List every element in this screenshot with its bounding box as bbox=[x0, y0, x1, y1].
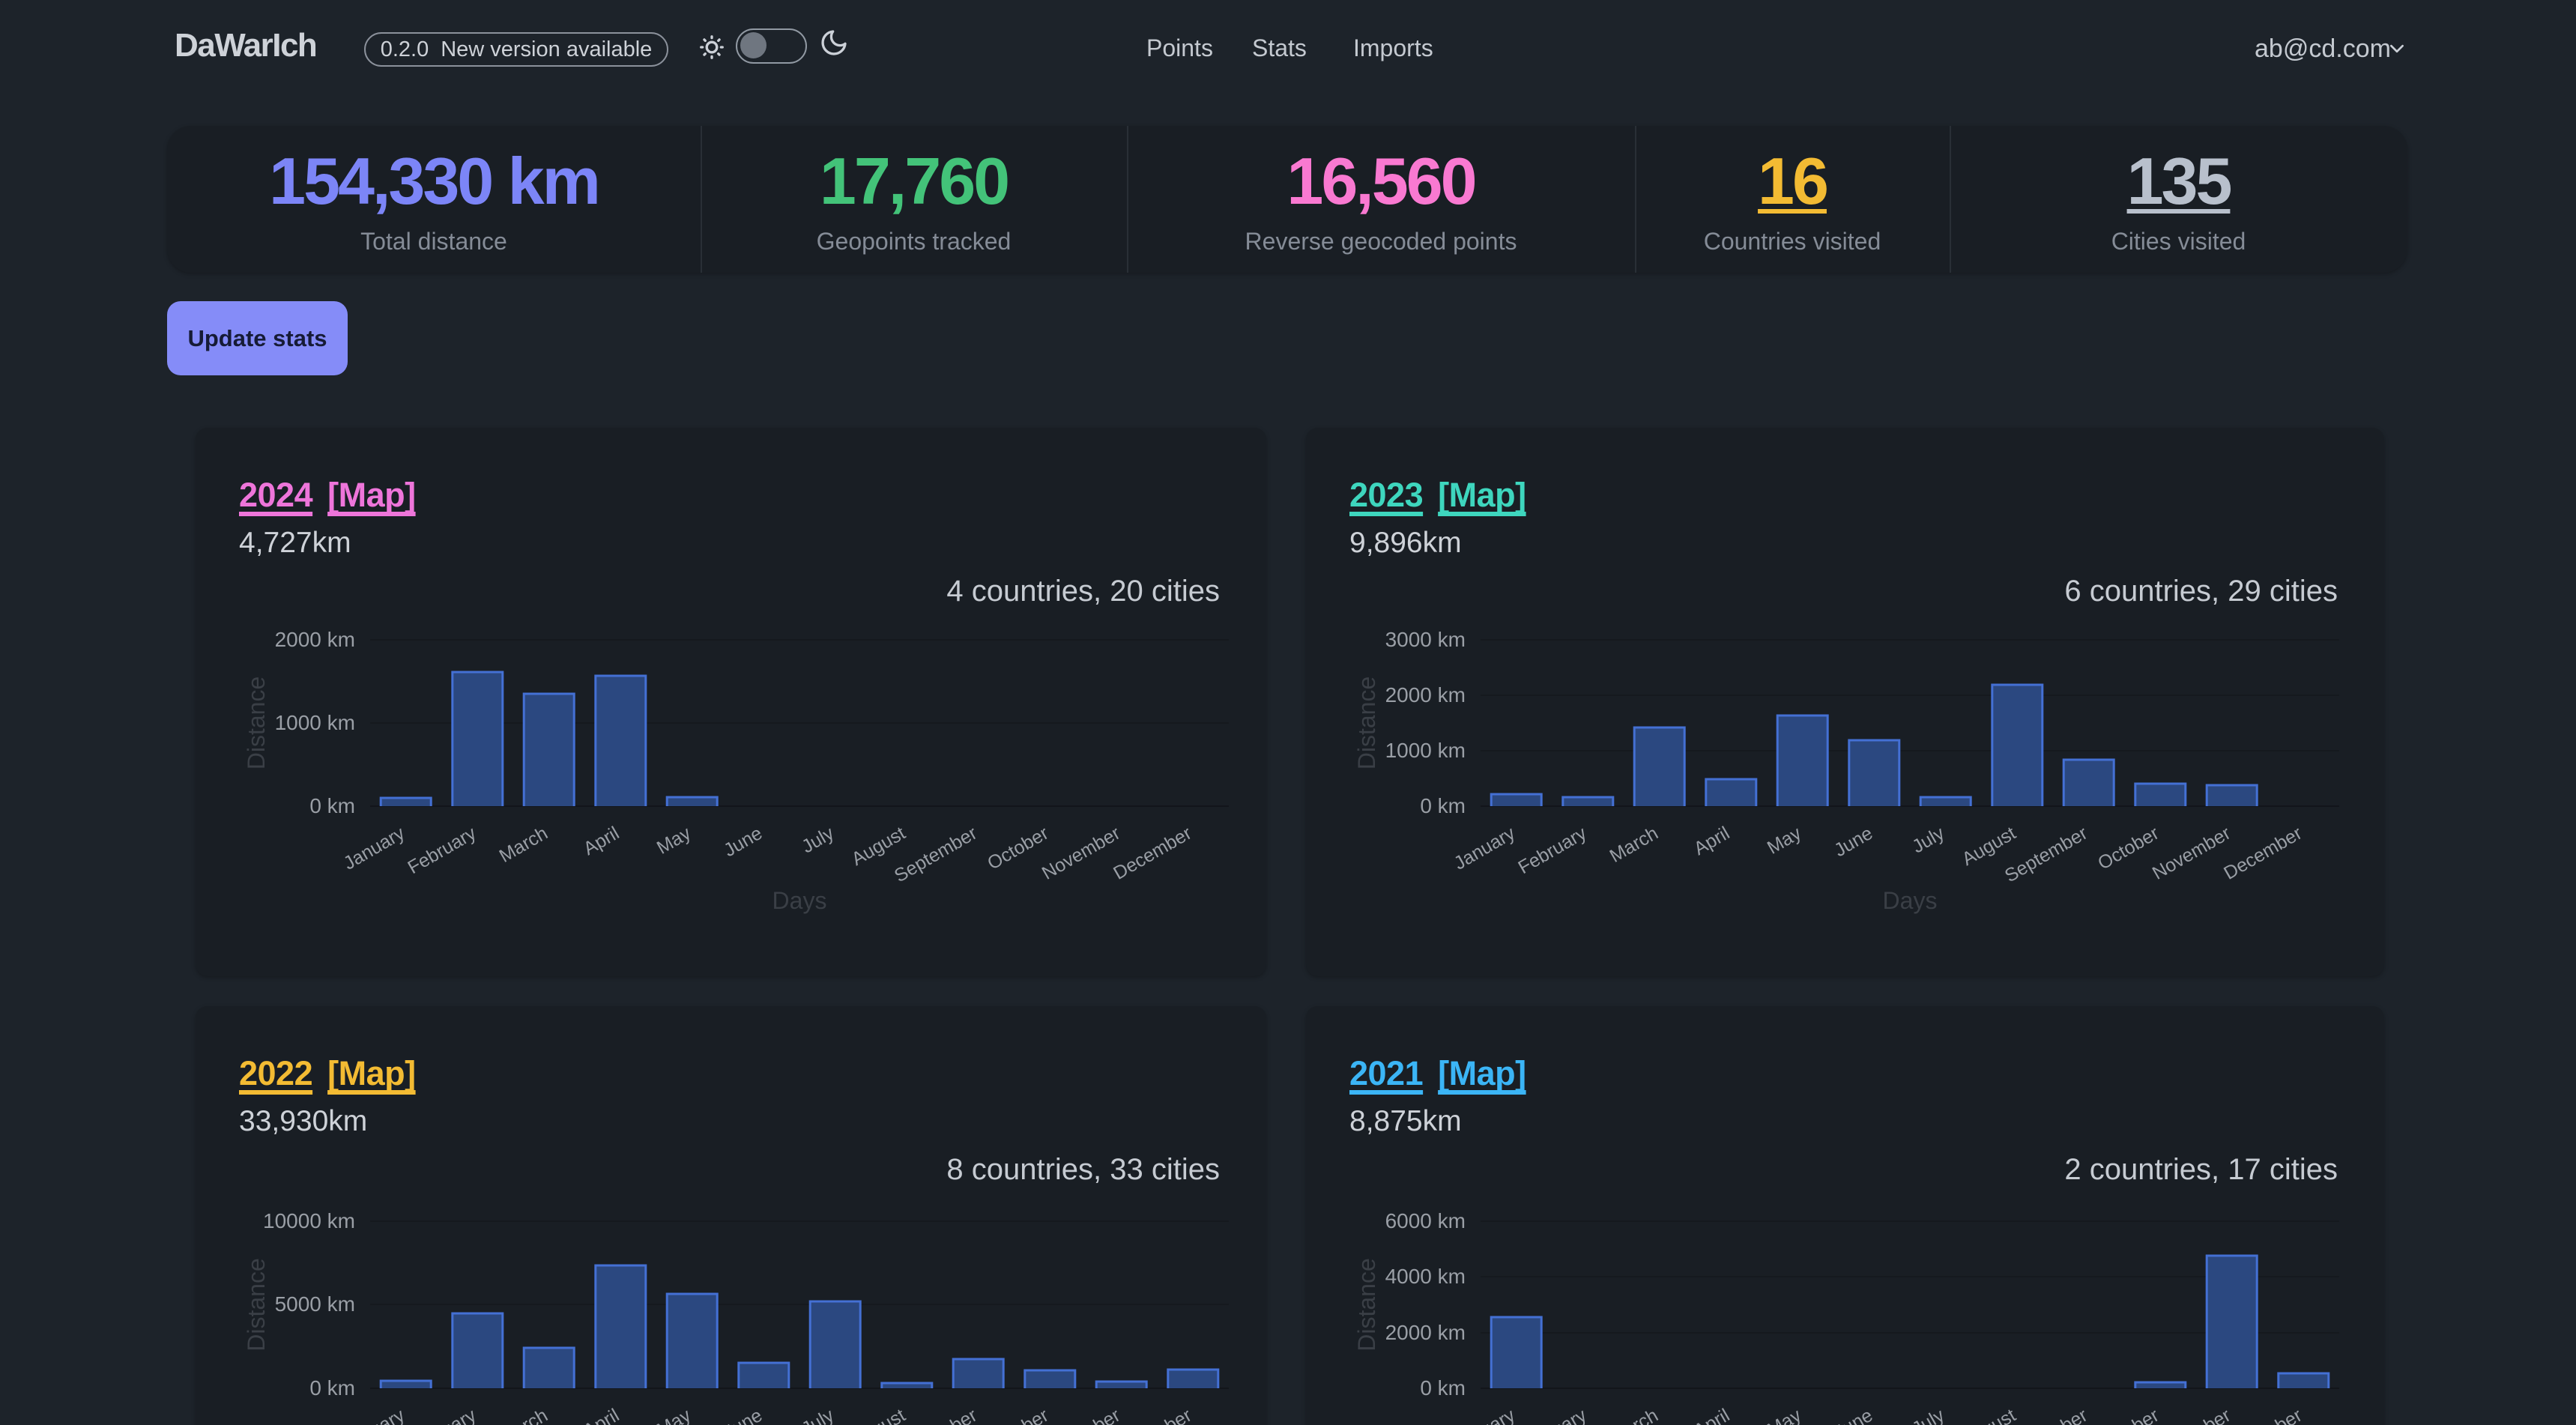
svg-text:0 km: 0 km bbox=[1420, 794, 1466, 817]
svg-text:0 km: 0 km bbox=[1420, 1376, 1466, 1400]
svg-text:March: March bbox=[496, 1405, 551, 1425]
svg-text:2000 km: 2000 km bbox=[1385, 683, 1466, 707]
svg-text:June: June bbox=[1830, 1405, 1876, 1425]
svg-text:0 km: 0 km bbox=[309, 794, 355, 817]
svg-text:March: March bbox=[1606, 1405, 1662, 1425]
svg-text:4000 km: 4000 km bbox=[1385, 1265, 1466, 1288]
svg-text:April: April bbox=[580, 1405, 623, 1425]
svg-text:October: October bbox=[984, 1405, 1052, 1425]
svg-text:0 km: 0 km bbox=[309, 1376, 355, 1400]
svg-text:Distance: Distance bbox=[243, 677, 270, 770]
svg-text:April: April bbox=[1690, 823, 1733, 859]
svg-text:1000 km: 1000 km bbox=[275, 711, 355, 734]
svg-text:1000 km: 1000 km bbox=[1385, 739, 1466, 762]
svg-text:December: December bbox=[1110, 823, 1195, 884]
svg-text:July: July bbox=[798, 823, 838, 858]
svg-text:September: September bbox=[2001, 823, 2091, 886]
svg-text:6000 km: 6000 km bbox=[1385, 1209, 1466, 1232]
svg-text:January: January bbox=[1451, 823, 1519, 874]
svg-text:March: March bbox=[496, 823, 551, 867]
svg-text:May: May bbox=[1764, 1405, 1805, 1425]
svg-text:May: May bbox=[1764, 823, 1805, 859]
svg-text:July: July bbox=[798, 1405, 838, 1425]
svg-text:Days: Days bbox=[1883, 887, 1938, 914]
svg-text:April: April bbox=[580, 823, 623, 859]
svg-text:May: May bbox=[653, 823, 695, 859]
svg-text:Distance: Distance bbox=[243, 1258, 270, 1352]
svg-text:January: January bbox=[340, 1405, 408, 1425]
svg-text:August: August bbox=[848, 1405, 909, 1425]
svg-text:2000 km: 2000 km bbox=[1385, 1321, 1466, 1344]
svg-text:February: February bbox=[1515, 823, 1591, 879]
svg-text:February: February bbox=[1515, 1405, 1591, 1425]
svg-text:June: June bbox=[720, 1405, 766, 1425]
svg-text:Days: Days bbox=[773, 887, 827, 914]
svg-text:January: January bbox=[340, 823, 408, 874]
svg-text:10000 km: 10000 km bbox=[263, 1209, 355, 1232]
svg-text:April: April bbox=[1690, 1405, 1733, 1425]
svg-text:July: July bbox=[1908, 823, 1948, 858]
svg-text:3000 km: 3000 km bbox=[1385, 628, 1466, 651]
svg-text:November: November bbox=[2149, 823, 2234, 884]
svg-text:September: September bbox=[891, 823, 981, 886]
svg-text:August: August bbox=[1959, 1405, 2019, 1425]
svg-text:December: December bbox=[2220, 823, 2306, 884]
svg-text:February: February bbox=[405, 1405, 480, 1425]
svg-text:January: January bbox=[1451, 1405, 1519, 1425]
svg-text:May: May bbox=[653, 1405, 695, 1425]
svg-text:Distance: Distance bbox=[1353, 677, 1380, 770]
svg-text:5000 km: 5000 km bbox=[275, 1292, 355, 1316]
svg-text:2000 km: 2000 km bbox=[275, 628, 355, 651]
svg-text:October: October bbox=[2094, 1405, 2162, 1425]
svg-text:March: March bbox=[1606, 823, 1662, 867]
svg-text:February: February bbox=[405, 823, 480, 879]
svg-text:July: July bbox=[1908, 1405, 1948, 1425]
svg-text:June: June bbox=[720, 823, 766, 861]
svg-text:June: June bbox=[1830, 823, 1876, 861]
svg-text:Distance: Distance bbox=[1353, 1258, 1380, 1352]
svg-text:November: November bbox=[1038, 823, 1124, 884]
